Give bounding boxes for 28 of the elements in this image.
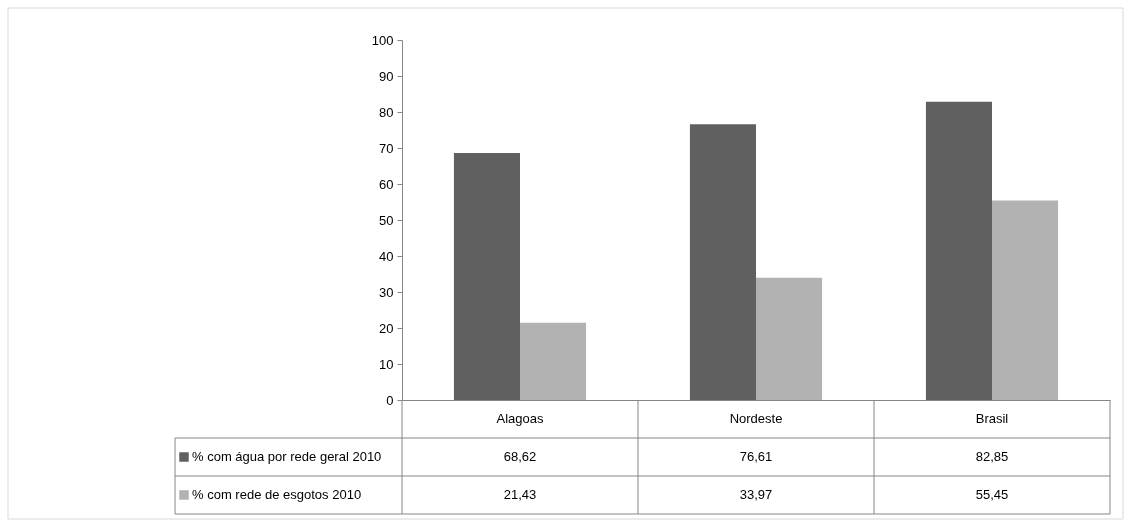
x-tick-label: Brasil [975, 410, 1009, 426]
y-tick-label: 60 [379, 176, 394, 192]
bar [756, 277, 823, 400]
y-tick-label: 50 [379, 212, 394, 228]
y-tick-label: 20 [379, 320, 394, 336]
data-label: 68,62 [503, 449, 537, 464]
y-tick-label: 0 [386, 392, 394, 408]
y-tick-label: 90 [379, 68, 394, 84]
y-tick-label: 30 [379, 284, 394, 300]
y-tick-label: 70 [379, 140, 394, 156]
x-tick-label: Nordeste [729, 410, 783, 426]
data-label: 82,85 [975, 449, 1009, 464]
legend-label: % com água por rede geral 2010 [192, 449, 382, 464]
data-label: 21,43 [503, 487, 537, 502]
y-tick-label: 100 [371, 32, 394, 48]
legend-label: % com rede de esgotos 2010 [192, 487, 362, 502]
y-tick-label: 40 [379, 248, 394, 264]
bar [689, 124, 756, 400]
bar [925, 101, 992, 400]
data-label: 76,61 [739, 449, 773, 464]
y-tick-label: 80 [379, 104, 394, 120]
x-tick-label: Alagoas [496, 410, 544, 426]
data-label: 33,97 [739, 487, 773, 502]
y-tick-label: 10 [379, 356, 394, 372]
bar [520, 322, 587, 400]
bar [453, 152, 520, 400]
data-label: 55,45 [975, 487, 1009, 502]
bar [992, 200, 1059, 400]
